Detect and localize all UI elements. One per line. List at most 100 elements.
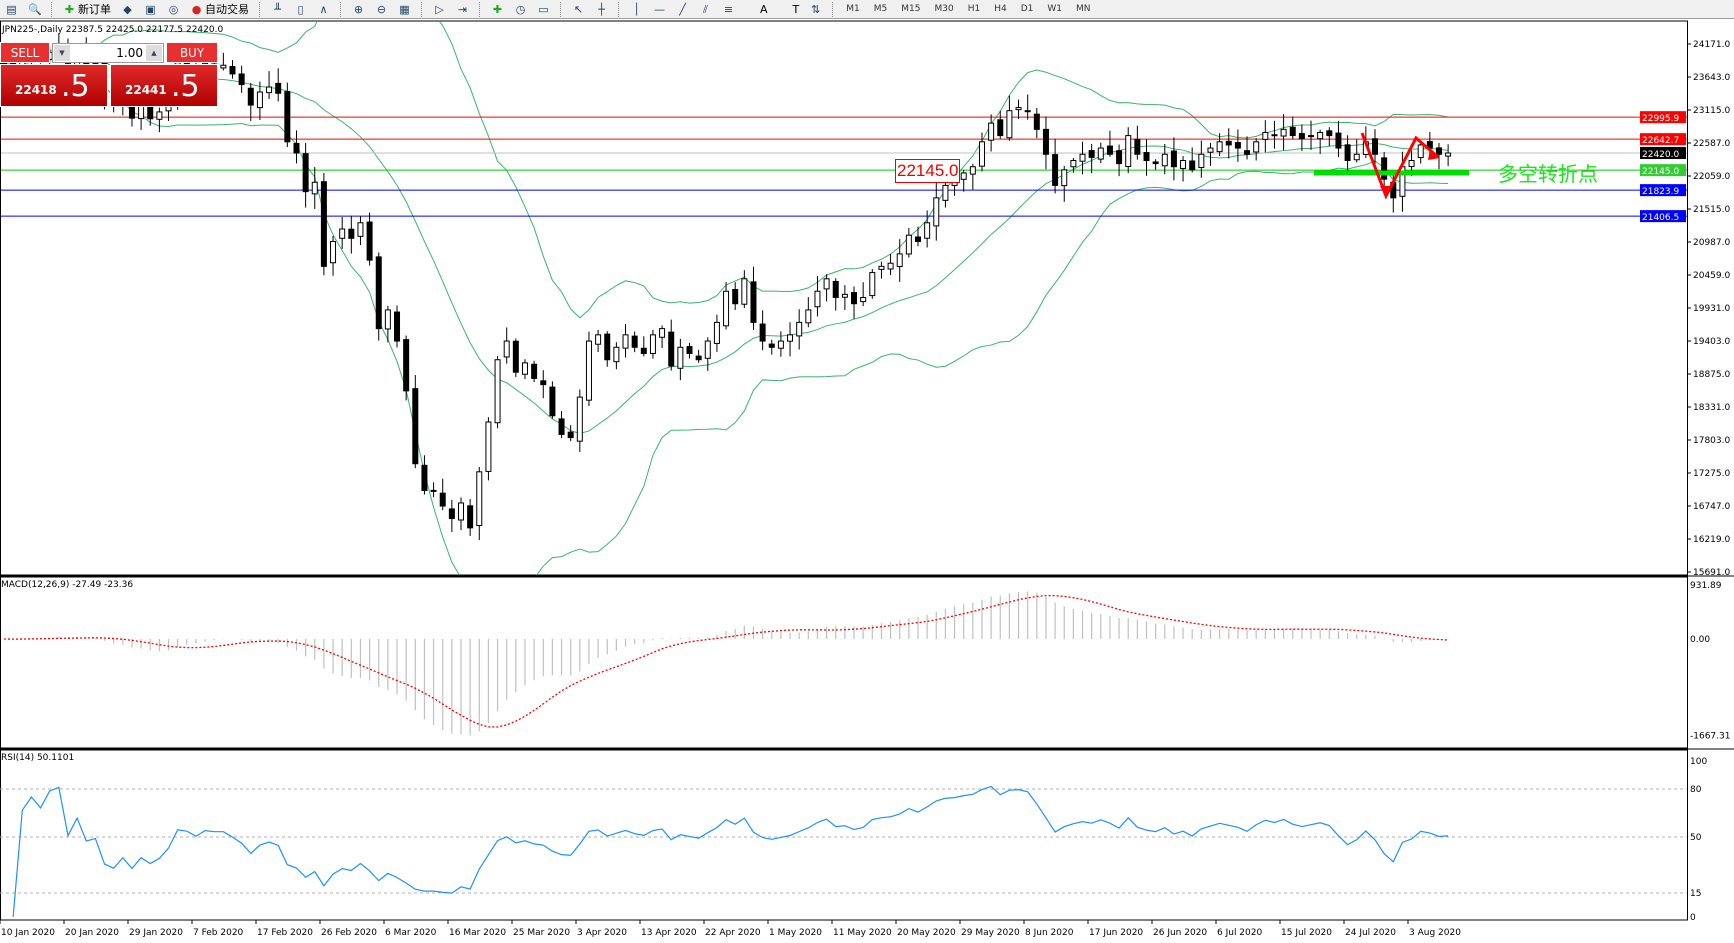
candle-body[interactable] <box>997 119 1004 137</box>
candle-body[interactable] <box>695 355 702 361</box>
candle-body[interactable] <box>759 323 766 342</box>
turning-point-text[interactable]: 多空转折点 <box>1498 162 1598 186</box>
candle-body[interactable] <box>723 290 730 327</box>
candle-body[interactable] <box>503 340 510 358</box>
candle-body[interactable] <box>978 141 985 167</box>
horizontal-line-button[interactable]: — <box>650 1 669 18</box>
zoom-out-button[interactable]: ⊖ <box>372 1 391 18</box>
candle-body[interactable] <box>787 334 794 342</box>
candle-body[interactable] <box>960 172 967 180</box>
signal-button[interactable]: ◎ <box>164 1 183 18</box>
candle-body[interactable] <box>686 346 693 355</box>
candle-body[interactable] <box>924 222 931 239</box>
candle-body[interactable] <box>439 492 446 507</box>
new-order-button[interactable]: ✚ 新订单 <box>60 1 114 18</box>
candle-body[interactable] <box>339 228 346 239</box>
sell-button[interactable]: SELL <box>0 42 50 63</box>
candle-body[interactable] <box>1006 110 1013 139</box>
timeframe-m30[interactable]: M30 <box>934 4 954 14</box>
candle-body[interactable] <box>448 508 455 520</box>
candle-body[interactable] <box>1198 153 1205 168</box>
candle-body[interactable] <box>1280 128 1287 137</box>
candle-body[interactable] <box>969 166 976 175</box>
candle-body[interactable] <box>229 65 236 75</box>
candle-body[interactable] <box>1079 153 1086 162</box>
channel-button[interactable]: ⫽ <box>696 1 715 18</box>
candle-body[interactable] <box>851 292 858 305</box>
candle-body[interactable] <box>1234 142 1241 149</box>
candle-body[interactable] <box>805 309 812 324</box>
candle-body[interactable] <box>1116 150 1123 165</box>
candle-body[interactable] <box>1253 141 1260 153</box>
candle-body[interactable] <box>1289 126 1296 137</box>
trendline-button[interactable]: ╱ <box>673 1 692 18</box>
candle-body[interactable] <box>1317 131 1324 140</box>
candle-body[interactable] <box>942 184 949 201</box>
candle-body[interactable] <box>1308 135 1315 138</box>
candle-body[interactable] <box>1344 144 1351 161</box>
timeframe-w1[interactable]: W1 <box>1047 4 1062 14</box>
candle-body[interactable] <box>521 362 528 375</box>
candle-body[interactable] <box>713 321 720 344</box>
candle-body[interactable] <box>512 340 519 373</box>
candle-body[interactable] <box>156 111 163 120</box>
candle-body[interactable] <box>595 334 602 345</box>
timeframe-h1[interactable]: H1 <box>967 4 981 14</box>
open-button[interactable]: ▤ <box>2 1 21 18</box>
candle-body[interactable] <box>905 234 912 255</box>
templates-button[interactable]: ▭ <box>534 1 553 18</box>
timeframe-m1[interactable]: M1 <box>846 4 860 14</box>
candle-body[interactable] <box>1207 147 1214 153</box>
market-watch-button[interactable]: ◆ <box>118 1 137 18</box>
candle-body[interactable] <box>1180 159 1187 169</box>
candle-body[interactable] <box>750 281 757 323</box>
candle-body[interactable] <box>1353 153 1360 161</box>
candle-body[interactable] <box>649 334 656 354</box>
timeframe-m5[interactable]: M5 <box>873 4 888 14</box>
candle-body[interactable] <box>412 388 419 465</box>
candle-body[interactable] <box>585 340 592 401</box>
candle-body[interactable] <box>247 87 254 106</box>
lot-increase-icon[interactable]: ▲ <box>146 45 162 61</box>
candle-body[interactable] <box>394 311 401 342</box>
line-chart-button[interactable]: ∧ <box>314 1 333 18</box>
lot-decrease-icon[interactable]: ▼ <box>54 45 70 61</box>
candle-body[interactable] <box>887 262 894 270</box>
candle-body[interactable] <box>878 265 885 270</box>
bar-chart-button[interactable]: ╨ <box>268 1 287 18</box>
zoom-in-button[interactable]: ⊕ <box>349 1 368 18</box>
sell-price-button[interactable]: 22418 .5 <box>0 64 108 107</box>
candle-body[interactable] <box>1134 138 1141 155</box>
candle-body[interactable] <box>622 334 629 349</box>
candle-body[interactable] <box>357 222 364 237</box>
candle-body[interactable] <box>1225 140 1232 146</box>
candle-body[interactable] <box>1052 154 1059 186</box>
candle-body[interactable] <box>1097 147 1104 160</box>
candle-body[interactable] <box>823 278 830 290</box>
timeframe-mn[interactable]: MN <box>1075 4 1091 14</box>
text-label-button[interactable]: T <box>775 1 803 18</box>
candle-body[interactable] <box>1326 130 1333 137</box>
candle-body[interactable] <box>1244 150 1251 155</box>
candle-body[interactable] <box>1125 135 1132 168</box>
candle-body[interactable] <box>841 293 848 298</box>
candle-body[interactable] <box>1088 150 1095 158</box>
candle-body[interactable] <box>238 73 245 86</box>
crosshair-button[interactable]: ┼ <box>592 1 611 18</box>
candle-body[interactable] <box>375 256 382 330</box>
chart-shift-button[interactable]: ⇥ <box>453 1 472 18</box>
candle-body[interactable] <box>256 91 263 109</box>
candle-body[interactable] <box>915 236 921 242</box>
candle-body[interactable] <box>348 228 355 239</box>
history-button[interactable]: ▣ <box>141 1 160 18</box>
lot-size-input[interactable]: ▼ 1.00 ▲ <box>52 43 164 63</box>
candle-body[interactable] <box>1271 134 1278 137</box>
candle-body[interactable] <box>494 359 501 424</box>
candle-body[interactable] <box>284 91 291 143</box>
candle-body[interactable] <box>1024 110 1031 113</box>
fibonacci-button[interactable]: ≡ <box>719 1 738 18</box>
candle-body[interactable] <box>302 153 309 193</box>
candle-body[interactable] <box>1381 157 1388 180</box>
candle-body[interactable] <box>311 181 318 195</box>
